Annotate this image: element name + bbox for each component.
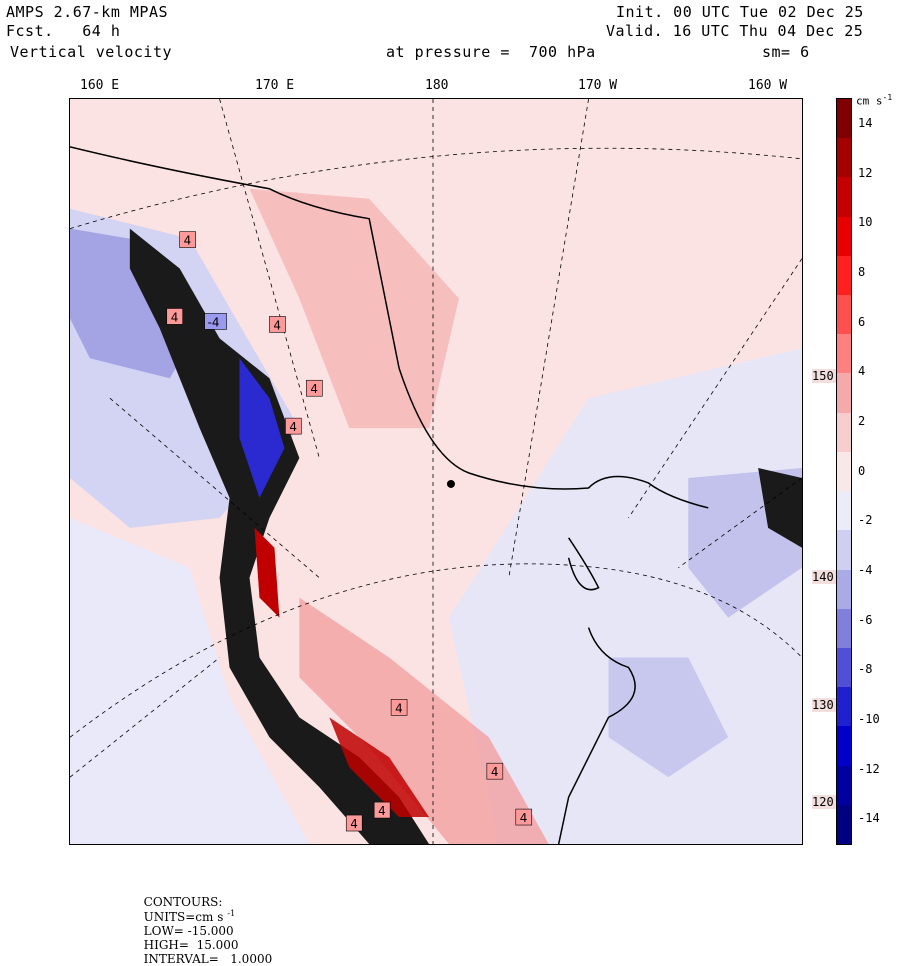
- meridian-140e: [70, 657, 220, 778]
- smoothing-value: sm= 6: [762, 43, 810, 61]
- contour-label: 4: [273, 318, 281, 332]
- vertical-velocity-map: 4 -4 4 4 4 4 4 4 4 4 4: [69, 98, 803, 845]
- colorbar-tick-label: -8: [858, 662, 873, 677]
- colorbar-tick-label: 10: [858, 215, 873, 230]
- contour-footer: CONTOURS: UNITS=cm s -1 LOW= -15.000 HIGH…: [136, 881, 276, 966]
- parallel-north: [70, 147, 802, 230]
- colorbar-segment: [837, 726, 851, 767]
- colorbar-tick-label: 4: [858, 364, 866, 379]
- red-band-south: [299, 597, 549, 844]
- graticule: [70, 99, 802, 844]
- model-title: AMPS 2.67-km MPAS: [6, 3, 169, 21]
- footer-contours: CONTOURS:: [143, 895, 223, 909]
- colorbar-tick-label: -2: [858, 513, 873, 528]
- contour-label-box: [486, 762, 504, 780]
- colorbar-segment: [837, 530, 851, 571]
- contour-label-box: [285, 417, 302, 435]
- colorbar-segment: [837, 491, 851, 531]
- colorbar-tick-label: 2: [858, 413, 866, 428]
- ridge-blue-core: [239, 358, 285, 498]
- contour-label-box: [373, 801, 391, 819]
- colorbar-tick-label: 0: [858, 463, 866, 478]
- contour-label-box: [166, 308, 183, 325]
- colorbar-segment: [837, 334, 851, 374]
- colorbar-segment: [837, 451, 851, 492]
- variable-name: Vertical velocity: [10, 43, 173, 61]
- blue-patch-southeast: [608, 657, 729, 778]
- colorbar-segment: [837, 765, 851, 806]
- meridian-170w: [508, 99, 589, 578]
- colorbar-tick-label: -12: [858, 761, 880, 776]
- colorbar-segment: [837, 608, 851, 649]
- colorbar-tick-label: 14: [858, 115, 873, 130]
- colorbar-tick-label: -14: [858, 811, 880, 826]
- contour-label: -4: [208, 315, 220, 329]
- colorbar-segment: [837, 255, 851, 296]
- colorbar-segment: [837, 99, 851, 139]
- contour-label-box: [204, 313, 227, 330]
- colorbar-tick-label: 6: [858, 314, 866, 329]
- colorbar-segment: [837, 216, 851, 257]
- colorbar-tick-label: 8: [858, 264, 866, 279]
- colorbar-tick-label: -4: [858, 562, 873, 577]
- station-marker: [446, 479, 455, 488]
- contour-label: 4: [350, 817, 358, 831]
- init-time: Init. 00 UTC Tue 02 Dec 25: [616, 3, 864, 21]
- colorbar-segment: [837, 138, 851, 178]
- colorbar-tick-label: -10: [858, 711, 880, 726]
- lon-label-170e: 170 E: [255, 78, 295, 93]
- lon-label-170w: 170 W: [578, 78, 618, 93]
- contour-label-box: [269, 316, 286, 333]
- contour-label-box: [345, 814, 363, 832]
- ridge-contours: [129, 228, 430, 844]
- contour-label: 4: [395, 701, 403, 715]
- contour-label-box: [306, 379, 323, 397]
- lon-label-160e: 160 E: [80, 78, 120, 93]
- contour-label-box: [515, 808, 533, 826]
- coastline: [70, 146, 709, 844]
- colorbar-units: cm s-1: [856, 93, 893, 108]
- lon-label-180: 180: [425, 78, 449, 93]
- contour-label: 4: [289, 420, 297, 434]
- footer-units: UNITS=cm s -1: [143, 909, 236, 924]
- forecast-hour: Fcst. 64 h: [6, 22, 121, 40]
- colorbar-segment: [837, 804, 851, 845]
- colorbar-segment: [837, 647, 851, 688]
- meridian-150w: [678, 477, 802, 569]
- red-band-north: [249, 188, 459, 429]
- contour-label: 4: [171, 310, 179, 324]
- colorbar-segment: [837, 569, 851, 610]
- contour-label: 4: [378, 804, 386, 818]
- valid-time: Valid. 16 UTC Thu 04 Dec 25: [606, 22, 864, 40]
- colorbar-tick-label: -6: [858, 612, 873, 627]
- colorbar: [836, 98, 852, 845]
- colorbar-tick-label: 12: [858, 165, 873, 180]
- meridian-150e: [109, 397, 320, 579]
- contour-label: 4: [310, 382, 318, 396]
- meridian-160e: [219, 99, 320, 459]
- footer-low: LOW= -15.000: [143, 924, 234, 938]
- ridge-red-core-south: [329, 717, 430, 818]
- contour-label: 4: [491, 765, 499, 779]
- colorbar-segment: [837, 373, 851, 414]
- parallel-south: [70, 563, 802, 738]
- colorbar-segment: [837, 177, 851, 218]
- east-contours: [758, 468, 802, 548]
- footer-interval: INTERVAL= 1.0000: [143, 952, 273, 966]
- ridge-red-core: [254, 527, 280, 618]
- colorbar-segment: [837, 412, 851, 453]
- colorbar-segment: [837, 687, 851, 727]
- lon-label-160w: 160 W: [748, 78, 788, 93]
- colorbar-segment: [837, 295, 851, 335]
- pressure-level: at pressure = 700 hPa: [386, 43, 596, 61]
- footer-high: HIGH= 15.000: [143, 938, 239, 952]
- contour-label-box: [390, 699, 408, 716]
- contour-label: 4: [520, 811, 528, 825]
- contour-label: 4: [184, 234, 192, 248]
- contour-label-box: [179, 231, 196, 248]
